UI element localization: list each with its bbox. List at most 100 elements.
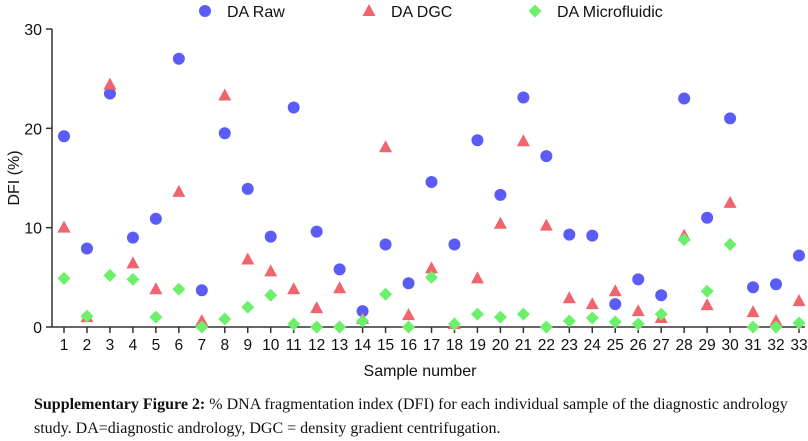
data-point [356,305,369,318]
x-tick-label: 33 [790,337,807,354]
data-point [57,271,71,285]
data-point [58,130,70,143]
x-tick-label: 8 [220,337,229,354]
data-point [540,150,553,163]
x-tick-label: 7 [198,337,207,354]
x-tick-label: 19 [469,337,486,354]
scatter-chart: DA Raw DA DGC DA Microfluidic 0 10 20 30 1 2 3 4 5… [6,4,808,380]
x-tick-label: 4 [129,337,138,354]
data-point [172,282,186,296]
data-point [264,230,277,243]
data-point [333,320,347,334]
data-point [562,291,576,304]
data-point [402,277,415,290]
data-point [493,310,507,324]
legend-marker [199,5,211,17]
data-point [747,281,760,294]
data-point [310,320,324,334]
x-tick-label: 2 [83,337,92,354]
x-tick-label: 9 [243,337,252,354]
x-tick-label: 14 [354,337,372,354]
series-da-microfluidic [57,233,806,334]
x-tick-label: 23 [561,337,578,354]
data-point [241,252,255,265]
data-point [746,305,760,318]
x-tick-label: 16 [400,337,417,354]
data-point [769,314,783,327]
data-point [470,271,484,284]
x-tick-label: 26 [630,337,647,354]
data-point [195,284,208,297]
data-point [195,320,209,334]
y-tick-label: 30 [24,22,42,39]
caption-text: % DNA fragmentation index (DFI) for each… [34,396,788,437]
data-point [264,288,278,302]
data-point [678,92,691,105]
legend-marker [528,4,542,18]
data-point [425,261,438,274]
data-point [310,301,324,314]
data-point [425,270,438,284]
legend-marker [362,4,376,16]
data-point [724,112,737,125]
x-tick-label: 13 [331,337,348,354]
x-tick-label: 1 [60,337,69,354]
data-point [126,256,140,269]
data-point [103,77,117,90]
data-point [608,284,622,297]
data-point [723,195,737,208]
data-point [494,188,507,201]
data-point [218,127,231,140]
x-tick-label: 11 [286,337,302,354]
x-tick-label: 6 [175,337,184,354]
data-point [632,273,645,286]
data-point [241,300,255,314]
data-point [287,317,301,331]
data-point [126,272,140,286]
data-point [746,320,760,334]
x-tick-label: 12 [308,337,325,354]
data-point [631,317,645,331]
data-point [149,310,163,324]
y-tick-label: 0 [33,320,42,337]
data-point [402,308,416,321]
legend-label: DA Raw [227,4,285,21]
data-point [609,298,622,311]
data-point [470,307,484,321]
data-point [172,184,186,197]
x-tick-label: 29 [699,337,716,354]
data-marks [57,52,806,334]
figure-caption: Supplementary Figure 2: % DNA fragmentat… [34,393,808,441]
data-point [333,263,346,276]
x-tick-label: 32 [767,337,784,354]
data-point [149,212,162,225]
data-point [471,134,484,147]
x-tick-label: 28 [676,337,693,354]
data-point [103,268,117,282]
legend: DA Raw DA DGC DA Microfluidic [199,4,663,21]
data-point [562,314,576,328]
data-point [195,314,209,327]
x-tick-label: 20 [492,337,510,354]
data-point [80,242,93,255]
data-point [402,320,416,334]
y-axis-label: DFI (%) [6,150,23,205]
legend-label: DA Microfluidic [557,4,663,21]
data-point [793,249,805,262]
data-point [218,312,232,326]
data-point [287,101,300,114]
data-point [448,238,461,251]
x-axis-label: Sample number [364,363,478,380]
data-point [264,264,278,277]
data-point [586,229,599,242]
x-tick-label: 22 [538,337,555,354]
data-point [172,52,185,65]
data-point [447,317,461,331]
data-point [103,87,116,100]
x-tick-label: 21 [515,337,532,354]
x-tick-label: 30 [721,337,739,354]
x-tick-label: 5 [152,337,161,354]
data-point [539,218,553,231]
y-tick-label: 10 [24,221,42,238]
data-point [57,220,71,233]
